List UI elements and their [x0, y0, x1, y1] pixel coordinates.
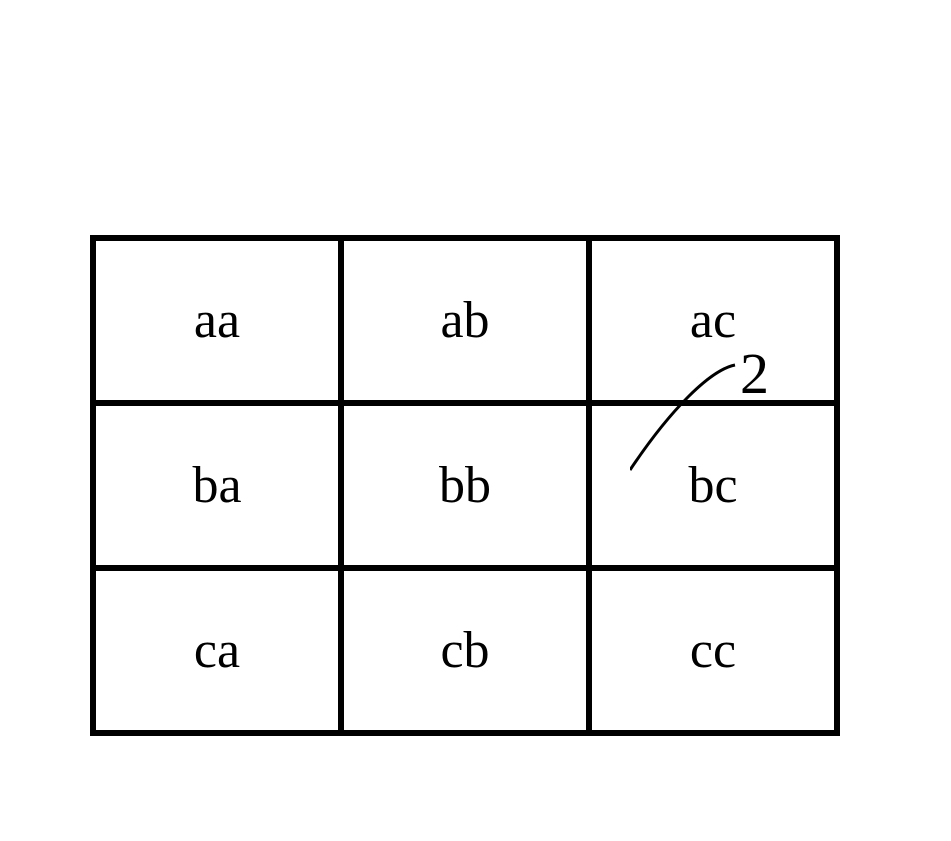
reference-label: 2 [740, 340, 769, 407]
cell-ab: ab [341, 238, 589, 403]
label-group: 2 [630, 340, 830, 480]
cell-cc: cc [589, 568, 837, 733]
cell-cb: cb [341, 568, 589, 733]
diagram-container: 2 aa ab ac ba bb bc ca cb cc [90, 235, 840, 736]
leader-line [630, 340, 830, 480]
cell-aa: aa [93, 238, 341, 403]
cell-ba: ba [93, 403, 341, 568]
grid-table: aa ab ac ba bb bc ca cb cc [90, 235, 840, 736]
cell-ca: ca [93, 568, 341, 733]
cell-bb: bb [341, 403, 589, 568]
